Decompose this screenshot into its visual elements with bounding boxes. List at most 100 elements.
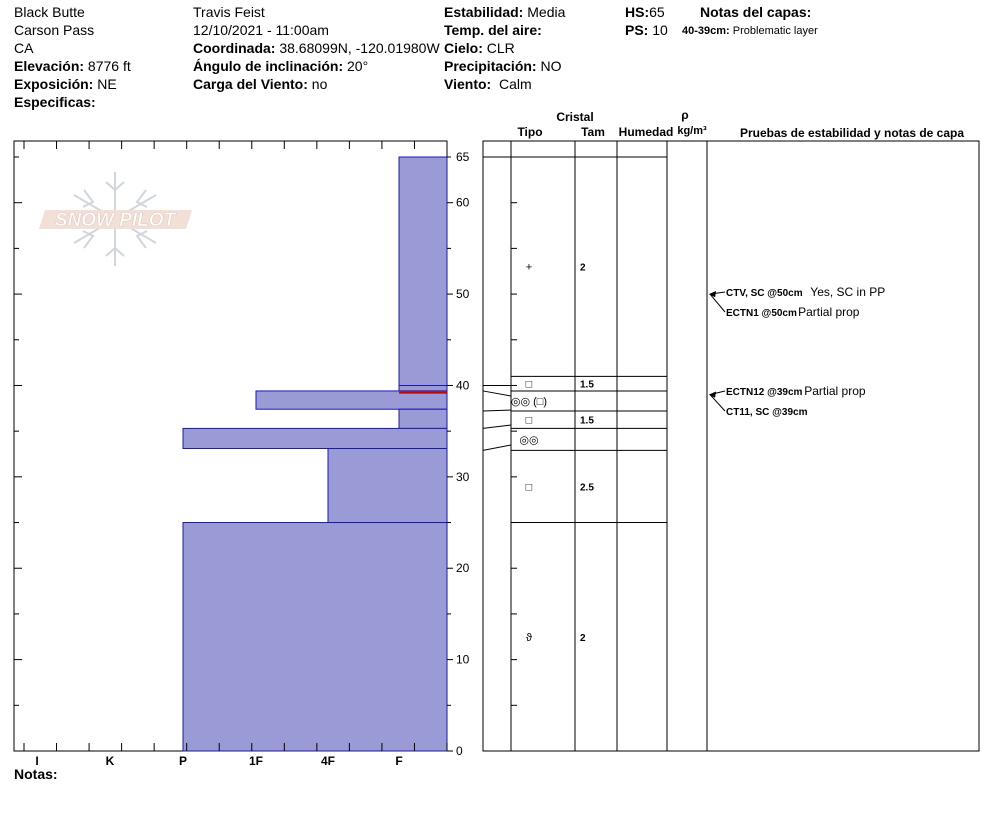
hardness-plot: 0 10 20 30 40 50 60 65 I K P 1F 4F F bbox=[13, 140, 470, 768]
elevation-value: 8776 ft bbox=[87, 58, 131, 74]
layer-notes-title: Notas del capas: bbox=[700, 4, 812, 20]
crystal-size-value: 1.5 bbox=[580, 380, 594, 391]
elevation-row: Elevación: 8776 ft bbox=[14, 58, 131, 74]
test-arrow-icon bbox=[709, 291, 716, 298]
layer-note: 40-39cm: Problematic layer bbox=[682, 23, 818, 39]
layer-note-range: 40-39cm: bbox=[682, 25, 730, 37]
hardness-layer-bar bbox=[327, 448, 448, 524]
stability-test-comment: Yes, SC in PP bbox=[810, 285, 885, 299]
table-frame bbox=[482, 140, 980, 752]
coordinate-row: Coordinada: 38.68099N, -120.01980W bbox=[193, 40, 440, 56]
hardness-label-4f: 4F bbox=[321, 754, 335, 768]
depth-tick-label: 60 bbox=[456, 196, 470, 210]
depth-tick-label: 20 bbox=[456, 561, 470, 575]
observer-name: Travis Feist bbox=[193, 4, 265, 20]
sky-value: CLR bbox=[486, 40, 515, 56]
stability-test-code: CTV, SC @50cm bbox=[726, 288, 803, 299]
hardness-label-f: F bbox=[395, 754, 402, 768]
rho-header: ρ bbox=[681, 108, 688, 122]
elevation-label: Elevación: bbox=[14, 58, 85, 74]
observation-datetime: 12/10/2021 - 11:00am bbox=[193, 22, 329, 38]
air-temp-label: Temp. del aire: bbox=[444, 22, 542, 38]
aspect-label: Exposición: bbox=[14, 76, 94, 92]
depth-tick-label: 65 bbox=[456, 150, 470, 164]
stability-test-code: CT11, SC @39cm bbox=[726, 407, 808, 418]
coordinate-label: Coordinada: bbox=[193, 40, 276, 56]
crystal-size-value: 1.5 bbox=[580, 416, 594, 427]
layer-connector-line bbox=[482, 409, 512, 412]
hardness-layer-bar bbox=[182, 522, 448, 752]
ps-value: 10 bbox=[652, 22, 668, 38]
sky-label: Cielo: bbox=[444, 40, 483, 56]
hs-label: HS: bbox=[625, 4, 650, 20]
hardness-label-p: P bbox=[179, 754, 187, 768]
stability-test-comment: Partial prop bbox=[804, 384, 866, 398]
crystal-type-symbol: □ bbox=[526, 379, 533, 391]
wind-load-label: Carga del Viento: bbox=[193, 76, 308, 92]
location-name: Black Butte bbox=[14, 4, 85, 20]
layer-connector-line bbox=[482, 390, 512, 397]
hs-value: 65 bbox=[649, 4, 665, 20]
slope-row: Ángulo de inclinación: 20° bbox=[193, 58, 368, 74]
depth-tick-label: 50 bbox=[456, 287, 470, 301]
test-pointer-line bbox=[709, 293, 726, 313]
hardness-layer-bar bbox=[255, 390, 448, 410]
hardness-label-k: K bbox=[106, 754, 115, 768]
depth-tick-label: 30 bbox=[456, 470, 470, 484]
precip-value: NO bbox=[540, 58, 562, 74]
aspect-value: NE bbox=[97, 76, 117, 92]
hs-row: HS:65 bbox=[625, 4, 665, 20]
notes-label: Notas: bbox=[14, 766, 58, 782]
stability-test-code: ECTN1 @50cm bbox=[726, 308, 797, 319]
crystal-size-value: 2 bbox=[580, 263, 586, 274]
coordinate-value: 38.68099N, -120.01980W bbox=[279, 40, 440, 56]
crystal-type-symbol: ϑ bbox=[526, 632, 532, 644]
wind-value: Calm bbox=[498, 76, 532, 92]
crystal-size-value: 2.5 bbox=[580, 482, 594, 493]
depth-tick-label: 40 bbox=[456, 378, 470, 392]
air-temp-row: Temp. del aire: bbox=[444, 22, 542, 38]
hardness-layer-bar bbox=[182, 427, 448, 450]
hardness-layer-bar bbox=[398, 156, 448, 392]
crystal-size-value: 2 bbox=[580, 633, 586, 644]
crystal-type-symbol: + bbox=[526, 262, 532, 274]
layer-connector-line bbox=[482, 424, 512, 429]
test-pointer-line bbox=[709, 394, 726, 412]
stability-label: Estabilidad: bbox=[444, 4, 524, 20]
ps-row: PS: 10 bbox=[625, 22, 668, 38]
wind-label: Viento: bbox=[444, 76, 492, 92]
stability-notes-header: Pruebas de estabilidad y notas de capa bbox=[740, 126, 964, 140]
crystal-type-symbol: □ bbox=[526, 481, 533, 493]
wind-load-row: Carga del Viento: no bbox=[193, 76, 327, 92]
precip-label: Precipitación: bbox=[444, 58, 537, 74]
precip-row: Precipitación: NO bbox=[444, 58, 561, 74]
wind-row: Viento: Calm bbox=[444, 76, 532, 92]
humidity-header: Humedad bbox=[619, 125, 674, 139]
area-name: Carson Pass bbox=[14, 22, 95, 38]
crystal-type-symbol: ◎◎ (□) bbox=[511, 396, 547, 408]
layer-table: Cristal Tipo Tam Humedad ρ kg/m³ Pruebas de es… bbox=[482, 108, 980, 752]
type-header: Tipo bbox=[517, 125, 542, 139]
aspect-row: Exposición: NE bbox=[14, 76, 117, 92]
depth-tick-label: 10 bbox=[456, 653, 470, 667]
slope-value: 20° bbox=[347, 58, 369, 74]
specifics-label: Especificas: bbox=[14, 94, 96, 110]
crystal-header: Cristal bbox=[556, 110, 593, 124]
size-header: Tam bbox=[581, 125, 605, 139]
hardness-label-i: I bbox=[35, 754, 38, 768]
test-arrow-icon bbox=[709, 391, 716, 398]
state-name: CA bbox=[14, 40, 34, 56]
crystal-type-symbol: ◎◎ bbox=[519, 434, 538, 446]
hardness-label-1f: 1F bbox=[249, 754, 263, 768]
stability-test-code: ECTN12 @39cm bbox=[726, 387, 803, 398]
slope-label: Ángulo de inclinación: bbox=[193, 58, 344, 74]
crystal-type-symbol: □ bbox=[526, 415, 533, 427]
ps-label: PS: bbox=[625, 22, 649, 38]
hardness-layer-bar bbox=[398, 408, 448, 429]
layer-connector-line bbox=[482, 444, 512, 451]
snowpilot-logo: SNOW PILOT bbox=[39, 172, 192, 266]
sky-row: Cielo: CLR bbox=[444, 40, 515, 56]
stability-value: Media bbox=[527, 4, 566, 20]
logo-text: SNOW PILOT bbox=[55, 210, 177, 231]
